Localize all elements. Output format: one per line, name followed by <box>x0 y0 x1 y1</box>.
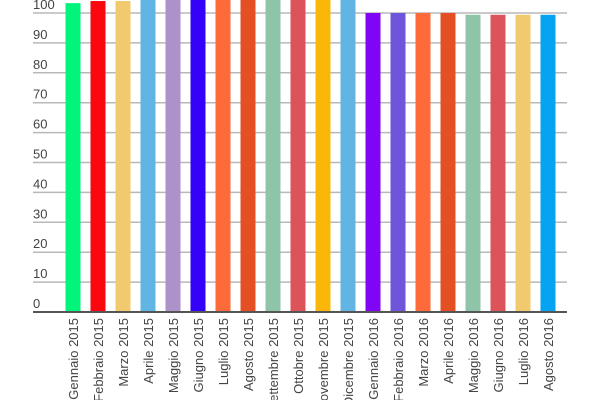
x-tick-label: Agosto 2016 <box>541 318 556 391</box>
y-tick-label: 40 <box>33 176 47 191</box>
bar <box>265 0 281 313</box>
x-tick-label: Dicembre 2015 <box>341 318 356 400</box>
y-tick-label: 50 <box>33 147 47 162</box>
bar <box>465 14 481 312</box>
y-tick-label: 20 <box>33 236 47 251</box>
bar <box>65 3 81 313</box>
bar <box>190 0 206 313</box>
y-tick-label: 90 <box>33 27 47 42</box>
x-tick-label: Novembre 2015 <box>316 318 331 400</box>
x-tick-label: Maggio 2016 <box>466 318 481 393</box>
x-tick-label: Marzo 2015 <box>116 318 131 387</box>
x-tick-label: Maggio 2015 <box>166 318 181 393</box>
bar <box>315 0 331 313</box>
x-tick-label: Luglio 2016 <box>516 318 531 385</box>
y-tick-label: 80 <box>33 57 47 72</box>
bar <box>90 1 106 312</box>
x-tick-label: Gennaio 2015 <box>66 318 81 400</box>
x-tick-label: Giugno 2016 <box>491 318 506 392</box>
bar <box>440 13 456 312</box>
x-tick-label: Aprile 2015 <box>141 318 156 384</box>
x-tick-label: Aprile 2016 <box>441 318 456 384</box>
bar <box>340 0 356 313</box>
x-tick-label: Febbraio 2016 <box>391 318 406 400</box>
x-tick-label: Giugno 2015 <box>191 318 206 392</box>
y-tick-label: 60 <box>33 117 47 132</box>
bar <box>215 0 231 313</box>
x-tick-label: Agosto 2015 <box>241 318 256 391</box>
x-tick-label: Marzo 2016 <box>416 318 431 387</box>
x-tick-label: Febbraio 2015 <box>91 318 106 400</box>
x-tick-label: Settembre 2015 <box>266 318 281 400</box>
bar <box>165 0 181 313</box>
bar <box>365 13 381 312</box>
x-tick-label: Ottobre 2015 <box>291 318 306 394</box>
y-tick-label: 70 <box>33 87 47 102</box>
y-tick-label: 30 <box>33 206 47 221</box>
bar <box>115 1 131 312</box>
bar <box>240 0 256 313</box>
bar <box>390 13 406 312</box>
y-tick-label: 10 <box>33 266 47 281</box>
bar <box>490 14 506 312</box>
y-tick-label: 0 <box>33 296 40 311</box>
bar <box>540 14 556 312</box>
bar <box>140 0 156 313</box>
y-tick-label: 100 <box>33 0 55 12</box>
bar <box>290 0 306 313</box>
bar <box>415 13 431 312</box>
bar <box>515 14 531 312</box>
x-tick-label: Luglio 2015 <box>216 318 231 385</box>
x-tick-label: Gennaio 2016 <box>366 318 381 400</box>
